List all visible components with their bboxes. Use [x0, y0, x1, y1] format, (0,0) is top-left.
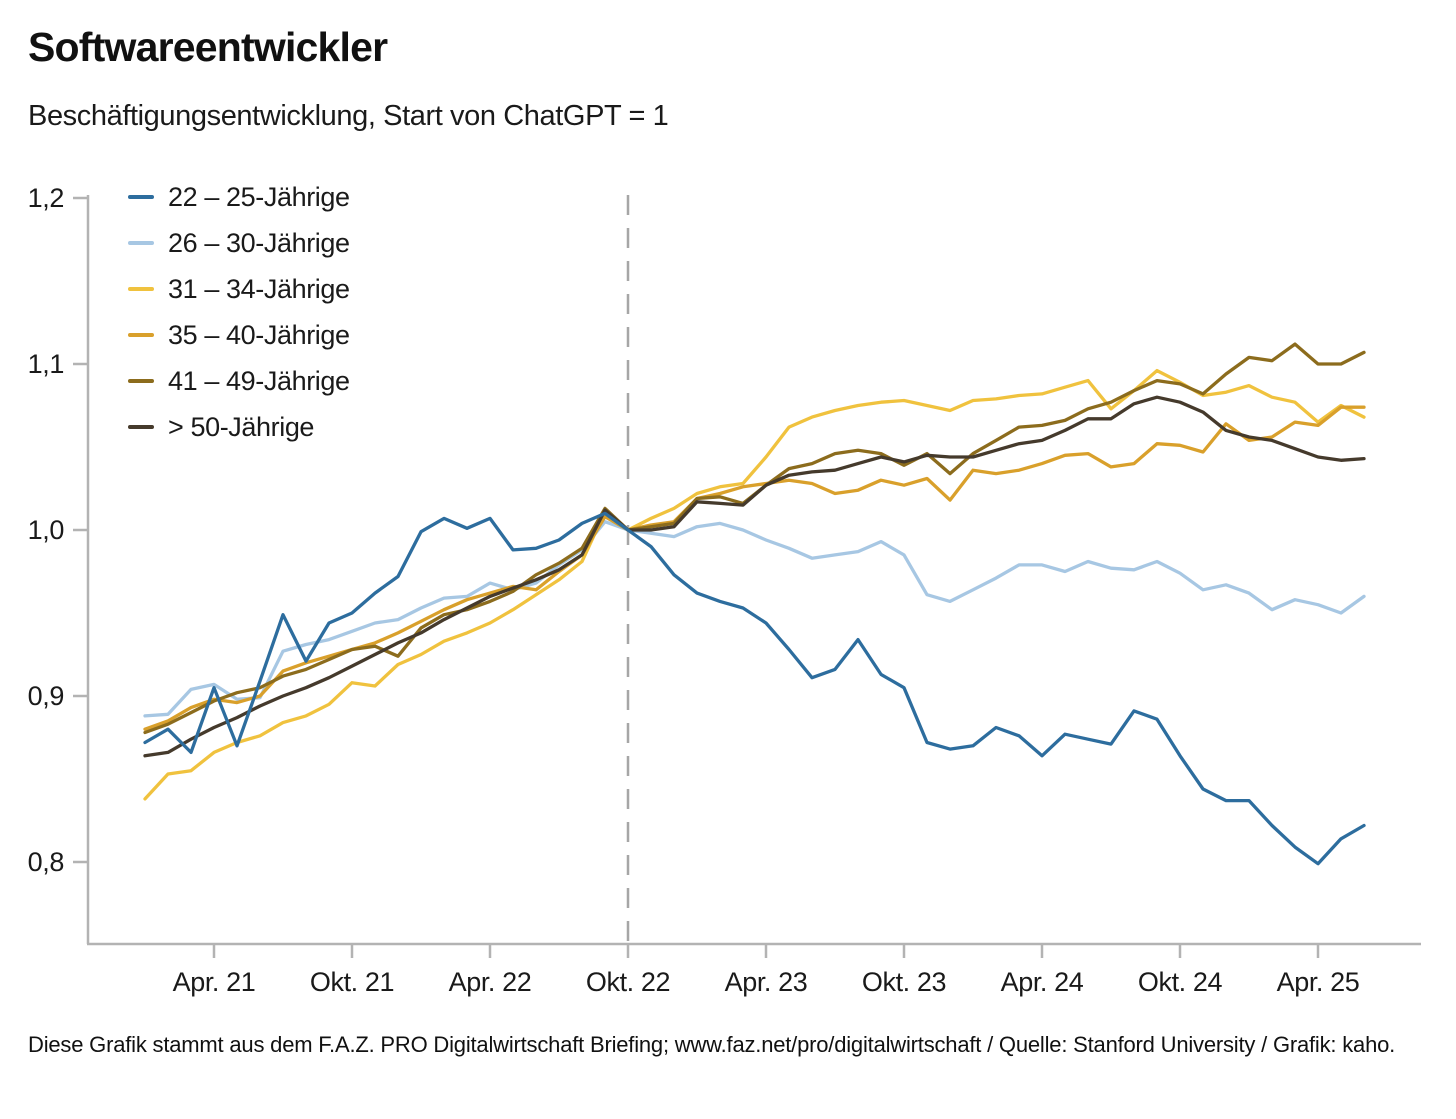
legend-item-35-40: 35 – 40-Jährige: [128, 312, 350, 358]
legend-label: 41 – 49-Jährige: [168, 365, 350, 396]
source-credit: Diese Grafik stammt aus dem F.A.Z. PRO D…: [28, 1032, 1396, 1057]
x-tick-label: Okt. 24: [1138, 967, 1223, 997]
y-tick-label: 1,1: [28, 349, 64, 379]
legend-swatch-22-25: [128, 195, 154, 199]
x-tick-label: Okt. 21: [310, 967, 394, 997]
legend-label: > 50-Jährige: [168, 411, 315, 442]
x-tick-label: Apr. 24: [1001, 967, 1084, 997]
legend-label: 35 – 40-Jährige: [168, 319, 350, 350]
series-line-26-30: [143, 520, 1366, 718]
x-tick-label: Okt. 23: [862, 967, 946, 997]
y-tick-label: 0,9: [28, 681, 64, 711]
legend-item-22-25: 22 – 25-Jährige: [128, 174, 350, 220]
legend-item-26-30: 26 – 30-Jährige: [128, 220, 350, 266]
legend-swatch-31-34: [128, 287, 154, 291]
series-line-50plus: [143, 395, 1366, 758]
legend-swatch-26-30: [128, 241, 154, 245]
x-tick-label: Okt. 22: [586, 967, 670, 997]
line-chart: 1,2 1,1 1,0 0,9 0,8 Apr. 21 Okt. 21 Apr. 22 Okt.…: [28, 183, 1421, 997]
legend-label: 26 – 30-Jährige: [168, 227, 350, 258]
x-tick-label: Apr. 21: [173, 967, 256, 997]
y-tick-label: 1,0: [28, 515, 64, 545]
page-title: Softwareentwickler: [28, 24, 388, 70]
legend-label: 31 – 34-Jährige: [168, 273, 350, 304]
x-tick-label: Apr. 25: [1277, 967, 1360, 997]
chart-subtitle: Beschäftigungsentwicklung, Start von Cha…: [28, 100, 669, 132]
legend-item-31-34: 31 – 34-Jährige: [128, 266, 350, 312]
chart-legend: 22 – 25-Jährige 26 – 30-Jährige 31 – 34-Jä…: [128, 174, 350, 450]
legend-swatch-35-40: [128, 333, 154, 337]
legend-swatch-41-49: [128, 379, 154, 383]
x-tick-label: Apr. 22: [449, 967, 532, 997]
series-line-31-34: [143, 368, 1366, 801]
series-line-35-40: [143, 405, 1366, 731]
series-line-22-25: [143, 511, 1366, 866]
legend-item-50plus: > 50-Jährige: [128, 404, 350, 450]
legend-item-41-49: 41 – 49-Jährige: [128, 358, 350, 404]
legend-swatch-50plus: [128, 425, 154, 429]
y-tick-label: 1,2: [28, 183, 64, 213]
legend-label: 22 – 25-Jährige: [168, 181, 350, 212]
y-tick-label: 0,8: [28, 847, 64, 877]
x-tick-label: Apr. 23: [725, 967, 808, 997]
